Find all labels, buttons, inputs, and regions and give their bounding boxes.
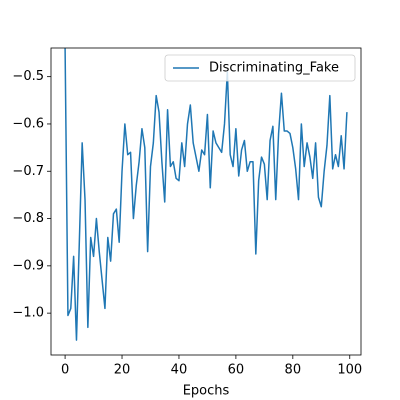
legend: Discriminating_Fake xyxy=(164,54,356,82)
x-tick-label: 20 xyxy=(114,363,131,378)
y-tick-label: −0.6 xyxy=(12,116,44,131)
legend-label: Discriminating_Fake xyxy=(209,61,339,76)
legend-box xyxy=(164,54,356,82)
y-tick-label: −0.8 xyxy=(12,211,44,226)
y-tick-label: −0.7 xyxy=(12,164,44,179)
x-axis-label: Epochs xyxy=(183,384,230,399)
x-tick-label: 80 xyxy=(285,363,302,378)
x-tick-label: 100 xyxy=(337,363,362,378)
axes-frame xyxy=(50,47,362,356)
y-tick-label: −0.9 xyxy=(12,258,44,273)
x-tick-label: 40 xyxy=(171,363,188,378)
x-tick-label: 0 xyxy=(61,363,69,378)
line xyxy=(64,48,348,341)
y-tick-label: −0.5 xyxy=(12,69,44,84)
plot-area xyxy=(64,48,348,341)
x-tick-label: 60 xyxy=(228,363,245,378)
y-tick-label: −1.0 xyxy=(12,306,44,321)
